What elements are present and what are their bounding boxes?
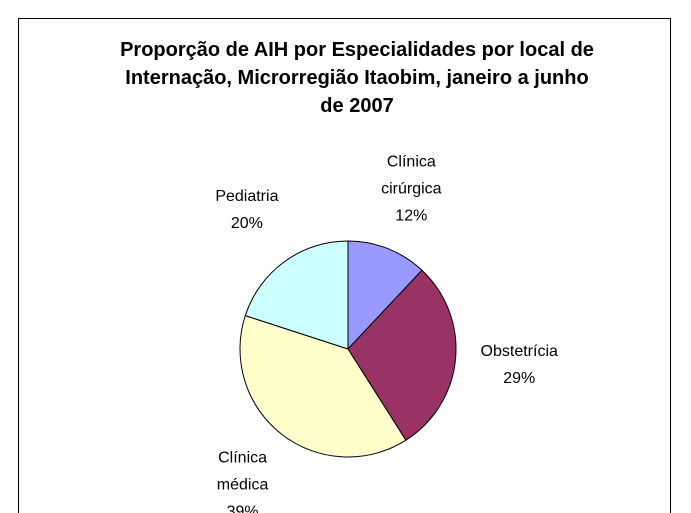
value-label: 29% <box>503 370 536 388</box>
pie-slice <box>239 314 407 458</box>
value-label: 39% <box>226 503 259 513</box>
value-label: 20% <box>230 214 263 232</box>
category-label: Pediatria <box>215 187 279 205</box>
pie-slice <box>347 240 423 351</box>
slice-label: Clínica médica 39% <box>195 444 291 513</box>
pie-slice <box>244 240 349 350</box>
category-label: Clínica médica <box>216 449 269 494</box>
value-label: 12% <box>395 207 428 225</box>
pie-slice <box>347 269 457 441</box>
slice-label: Pediatria 20% <box>199 183 295 237</box>
category-label: Clínica cirúrgica <box>381 153 442 198</box>
slice-label: Clínica cirúrgica 12% <box>363 149 459 230</box>
chart-title: Proporção de AIH por Especialidades por … <box>120 39 594 117</box>
chart-frame <box>18 18 671 513</box>
slice-label: Obstetrícia 29% <box>471 338 567 392</box>
category-label: Obstetrícia <box>480 343 558 361</box>
